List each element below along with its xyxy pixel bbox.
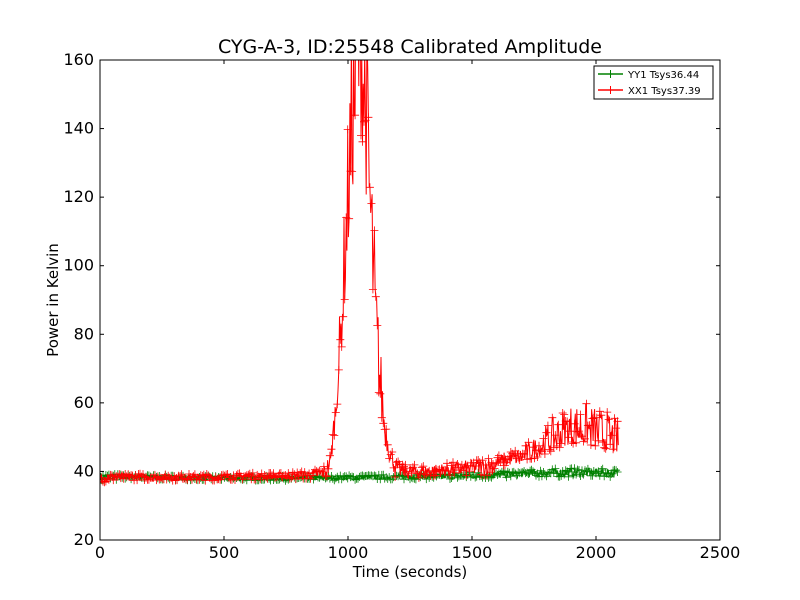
y-tick-label: 80 <box>74 324 94 343</box>
x-tick-label: 2500 <box>700 543 741 562</box>
legend-item-yy1: YY1 Tsys36.44 <box>598 70 699 81</box>
legend-label-yy1: YY1 Tsys36.44 <box>627 70 699 81</box>
y-axis-label: Power in Kelvin <box>44 243 62 357</box>
x-axis-label: Time (seconds) <box>352 563 468 581</box>
legend-marker-yy1 <box>606 70 615 78</box>
x-tick-label: 2000 <box>576 543 617 562</box>
x-tick-label: 500 <box>209 543 240 562</box>
plot-frame <box>99 59 721 541</box>
x-tick-label: 0 <box>95 543 105 562</box>
y-tick-label: 100 <box>63 256 94 275</box>
x-tick-label: 1500 <box>452 543 493 562</box>
y-tick-label: 20 <box>74 530 94 549</box>
series-layer <box>100 60 622 488</box>
y-tick-label: 140 <box>63 119 94 138</box>
y-tick-label: 120 <box>63 187 94 206</box>
legend: YY1 Tsys36.44 XX1 Tsys37.39 <box>593 65 714 100</box>
y-tick-label: 40 <box>74 461 94 480</box>
x-axis: 0 500 1000 1500 2000 2500 <box>95 60 740 562</box>
legend-item-xx1: XX1 Tsys37.39 <box>598 86 701 97</box>
legend-label-xx1: XX1 Tsys37.39 <box>628 86 701 97</box>
legend-box <box>593 65 714 100</box>
legend-marker-xx1 <box>606 86 615 94</box>
series-markers <box>100 111 622 487</box>
x-tick-label: 1000 <box>328 543 369 562</box>
plot-area <box>100 60 720 540</box>
y-axis: 20 40 60 80 100 120 140 160 <box>63 50 720 549</box>
chart-title: CYG-A-3, ID:25548 Calibrated Amplitude <box>218 36 602 58</box>
y-tick-label: 60 <box>74 393 94 412</box>
y-tick-label: 160 <box>63 50 94 69</box>
series-xx1 <box>100 60 622 487</box>
